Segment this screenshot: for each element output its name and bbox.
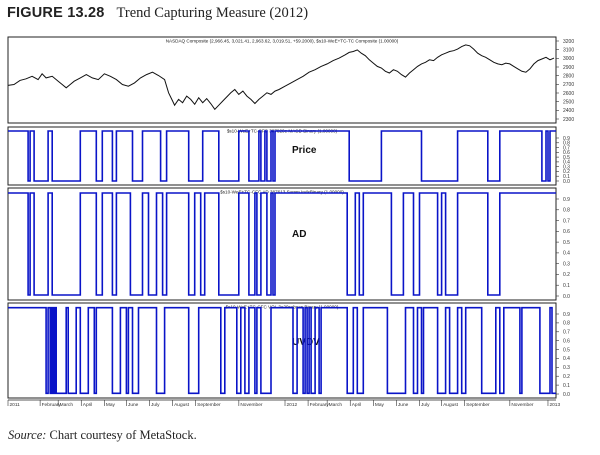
- figure-number: FIGURE 13.28: [7, 5, 105, 21]
- x-tick-label: March: [329, 402, 343, 408]
- y-tick-label: 0.6: [563, 338, 570, 344]
- x-tick-label: September: [466, 402, 490, 408]
- source-text: Chart courtesy of MetaStock.: [46, 428, 197, 442]
- chart: NASDAQ Composite (2,966.45, 3,021.41, 2,…: [7, 36, 574, 408]
- y-tick-label: 0.2: [563, 272, 570, 278]
- y-tick-label: 0.5: [563, 240, 570, 246]
- x-tick-label: May: [375, 402, 385, 408]
- x-tick-label: August: [443, 402, 459, 408]
- y-tick-label: 0.7: [563, 330, 570, 336]
- y-tick-label: 0.5: [563, 155, 570, 161]
- x-tick-label: June: [128, 402, 139, 408]
- x-tick-label: April: [83, 402, 93, 408]
- y-tick-label: 0.6: [563, 150, 570, 156]
- y-tick-label: 0.6: [563, 229, 570, 235]
- y-tick-label: 2400: [563, 108, 574, 114]
- y-tick-label: 2900: [563, 65, 574, 71]
- x-tick-label: September: [197, 402, 221, 408]
- y-tick-label: 0.0: [563, 179, 570, 185]
- source-label: Source:: [8, 428, 47, 442]
- y-tick-label: 0.8: [563, 141, 570, 147]
- y-tick-label: 0.8: [563, 208, 570, 214]
- y-tick-label: 0.1: [563, 174, 570, 180]
- x-tick-label: June: [398, 402, 409, 408]
- x-tick-label: 2011: [10, 402, 21, 408]
- y-tick-label: 0.8: [563, 321, 570, 327]
- y-tick-label: 0.7: [563, 145, 570, 151]
- y-tick-label: 0.9: [563, 312, 570, 318]
- x-tick-label: July: [421, 402, 430, 408]
- y-tick-label: 0.9: [563, 197, 570, 203]
- figure-header: FIGURE 13.28 Trend Capturing Measure (20…: [7, 3, 308, 23]
- nasdaq-index-line: [7, 44, 555, 111]
- x-tick-label: November: [240, 402, 263, 408]
- x-tick-label: November: [511, 402, 534, 408]
- x-tick-label: February: [42, 402, 62, 408]
- source-line: Source: Chart courtesy of MetaStock.: [8, 428, 197, 443]
- y-tick-label: 2500: [563, 99, 574, 105]
- y-tick-label: 0.1: [563, 283, 570, 289]
- x-tick-label: July: [151, 402, 160, 408]
- y-tick-label: 2300: [563, 117, 574, 123]
- panel-annotation: UVDV: [292, 337, 320, 348]
- y-tick-label: 0.2: [563, 374, 570, 380]
- panel-frame: [7, 187, 557, 301]
- binary-step-line: [8, 130, 556, 182]
- x-tick-label: February: [310, 402, 330, 408]
- panel-header: $s10-WeE+TC-CFC AD 387613 Summ IndxBinar…: [220, 190, 344, 195]
- y-tick-label: 0.9: [563, 136, 570, 142]
- panel-header: NASDAQ Composite (2,966.45, 3,021.41, 2,…: [166, 39, 399, 44]
- y-tick-label: 0.3: [563, 365, 570, 371]
- x-tick-label: 2013: [549, 402, 560, 408]
- y-tick-label: 0.5: [563, 347, 570, 353]
- y-tick-label: 0.2: [563, 169, 570, 175]
- y-tick-label: 2700: [563, 82, 574, 88]
- y-tick-label: 2800: [563, 73, 574, 79]
- y-tick-label: 3100: [563, 47, 574, 53]
- y-tick-label: 0.3: [563, 261, 570, 267]
- binary-step-line: [8, 306, 556, 395]
- panel-frame: [7, 302, 557, 399]
- panel-frame: [7, 36, 557, 124]
- y-tick-label: 0.1: [563, 383, 570, 389]
- y-tick-label: 3200: [563, 39, 574, 45]
- panel-annotation: Price: [292, 145, 317, 156]
- x-tick-label: April: [352, 402, 362, 408]
- panel-frame: [7, 126, 557, 186]
- figure-title: Trend Capturing Measure (2012): [116, 5, 309, 21]
- y-tick-label: 0.3: [563, 164, 570, 170]
- x-tick-label: March: [60, 402, 74, 408]
- y-tick-label: 0.0: [563, 294, 570, 300]
- x-tick-label: August: [174, 402, 190, 408]
- y-tick-label: 0.4: [563, 356, 570, 362]
- y-tick-label: 2600: [563, 91, 574, 97]
- x-tick-label: 2012: [287, 402, 298, 408]
- y-tick-label: 0.4: [563, 251, 570, 257]
- y-tick-label: 0.0: [563, 392, 570, 398]
- x-tick-label: May: [106, 402, 116, 408]
- y-tick-label: 3000: [563, 56, 574, 62]
- y-tick-label: 0.7: [563, 218, 570, 224]
- binary-step-line: [8, 192, 556, 296]
- y-tick-label: 0.4: [563, 160, 570, 166]
- panel-annotation: AD: [292, 229, 306, 240]
